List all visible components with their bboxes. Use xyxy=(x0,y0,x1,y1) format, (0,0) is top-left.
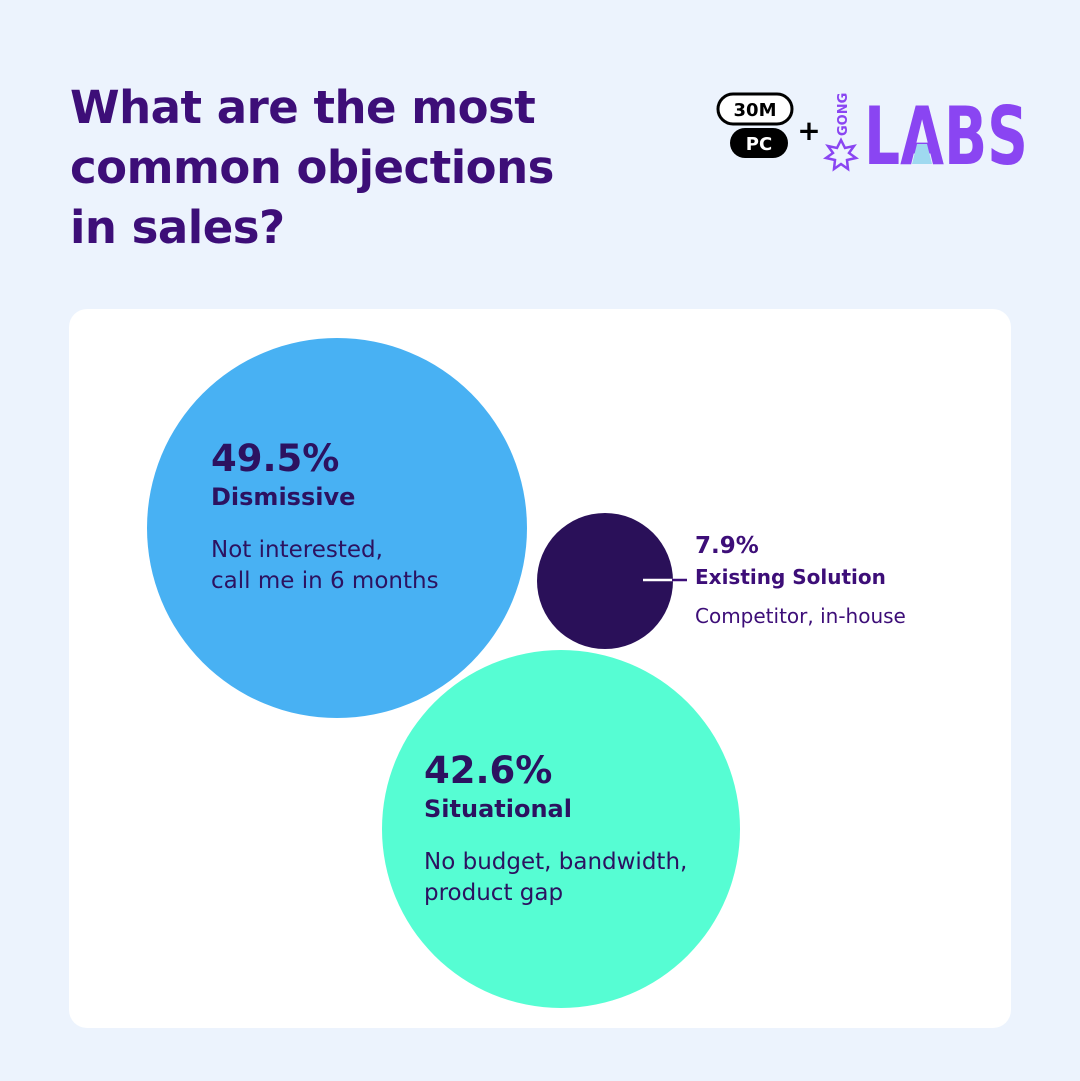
title-line-3: in sales? xyxy=(70,201,285,254)
bubble-existing-solution xyxy=(537,513,673,649)
existing-solution-value-label: 7.9% xyxy=(695,533,759,559)
dismissive-description-line-2: call me in 6 months xyxy=(211,568,439,594)
dismissive-category-label: Dismissive xyxy=(211,483,355,511)
existing-solution-category-label: Existing Solution xyxy=(695,565,886,589)
labs-wordmark: LABS xyxy=(864,92,1028,172)
brand-logo: 30M PC + GONG LABS xyxy=(716,92,1028,172)
badge-bottom-text: PC xyxy=(746,134,772,155)
bubble-situational xyxy=(382,650,740,1008)
situational-description-line-2: product gap xyxy=(424,880,563,906)
labs-accent-shape xyxy=(912,144,932,164)
30m-pc-badge: 30M PC xyxy=(716,92,794,158)
gong-wordmark: GONG xyxy=(836,93,851,136)
existing-solution-description: Competitor, in-house xyxy=(695,604,906,628)
title-line-2: common objections xyxy=(70,141,554,194)
badge-top-text: 30M xyxy=(734,100,777,121)
gong-burst-icon xyxy=(822,137,860,172)
bubble-dismissive xyxy=(147,338,527,718)
situational-value-label: 42.6% xyxy=(424,749,552,792)
dismissive-value-label: 49.5% xyxy=(211,437,339,480)
plus-sign: + xyxy=(797,114,820,147)
situational-category-label: Situational xyxy=(424,795,572,823)
title-line-1: What are the most xyxy=(70,81,536,134)
page-title: What are the most common objections in s… xyxy=(70,78,630,258)
dismissive-description-line-1: Not interested, xyxy=(211,537,383,563)
situational-description-line-1: No budget, bandwidth, xyxy=(424,849,687,875)
